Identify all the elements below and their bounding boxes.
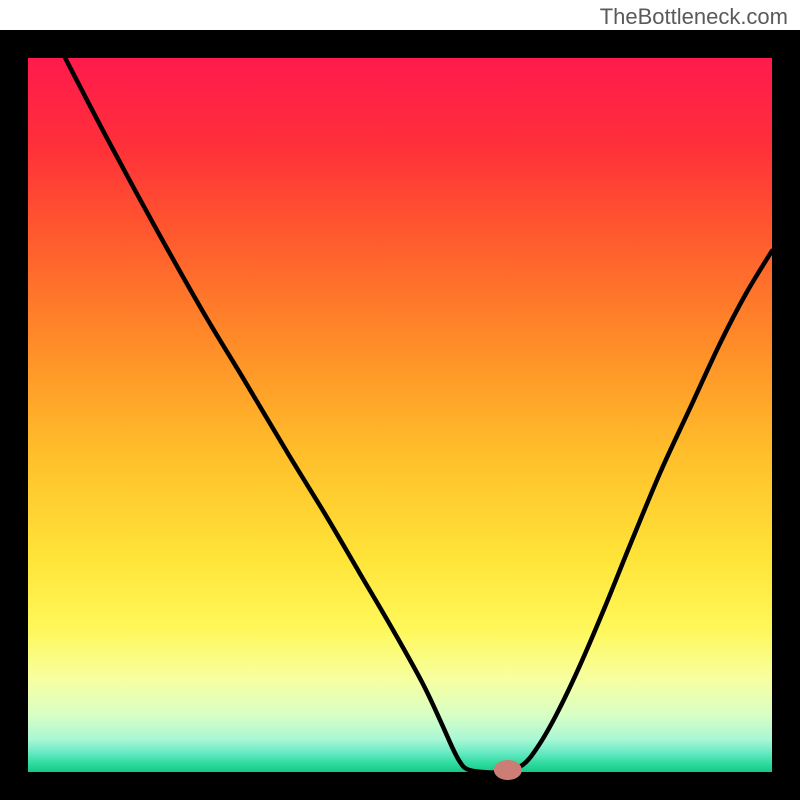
chart-svg xyxy=(0,30,800,800)
attribution-text: TheBottleneck.com xyxy=(600,4,788,30)
gradient-background xyxy=(28,58,772,772)
plot-area xyxy=(0,30,800,800)
chart-container: TheBottleneck.com xyxy=(0,0,800,800)
optimum-marker xyxy=(494,760,522,780)
